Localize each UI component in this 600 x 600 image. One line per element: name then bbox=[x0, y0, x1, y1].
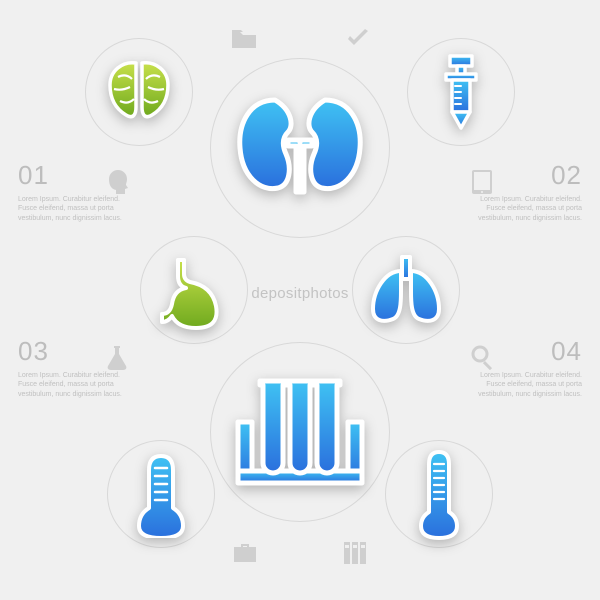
txt-02: Lorem Ipsum. Curabitur eleifend. Fusce e… bbox=[472, 195, 582, 223]
kidneys-icon bbox=[230, 88, 370, 208]
txt-04: Lorem Ipsum. Curabitur eleifend. Fusce e… bbox=[472, 371, 582, 399]
circle-brain bbox=[85, 38, 193, 146]
flask-icon bbox=[106, 344, 128, 372]
circle-stomach bbox=[140, 236, 248, 344]
briefcase-icon bbox=[232, 542, 258, 564]
testtubes-icon bbox=[230, 367, 370, 497]
magnifier-icon bbox=[470, 344, 496, 370]
circle-lungs bbox=[352, 236, 460, 344]
tablet-icon bbox=[470, 168, 494, 196]
circle-thermometer1 bbox=[107, 440, 215, 548]
binders-icon bbox=[342, 540, 368, 566]
brain-icon bbox=[100, 53, 178, 131]
thermometer1-icon bbox=[133, 450, 189, 538]
circle-testtubes bbox=[210, 342, 390, 522]
folder-icon bbox=[230, 28, 258, 50]
circle-kidneys bbox=[210, 58, 390, 238]
circle-thermometer2 bbox=[385, 440, 493, 548]
thermometer2-icon bbox=[415, 448, 463, 540]
watermark: depositphotos bbox=[0, 285, 600, 302]
stomach-icon bbox=[154, 250, 234, 330]
syringe-icon bbox=[426, 50, 496, 134]
head-icon bbox=[106, 168, 130, 196]
txt-01: Lorem Ipsum. Curabitur eleifend. Fusce e… bbox=[18, 195, 128, 223]
circle-syringe bbox=[407, 38, 515, 146]
check-icon bbox=[344, 28, 372, 50]
txt-03: Lorem Ipsum. Curabitur eleifend. Fusce e… bbox=[18, 371, 128, 399]
lungs-icon bbox=[365, 251, 447, 329]
